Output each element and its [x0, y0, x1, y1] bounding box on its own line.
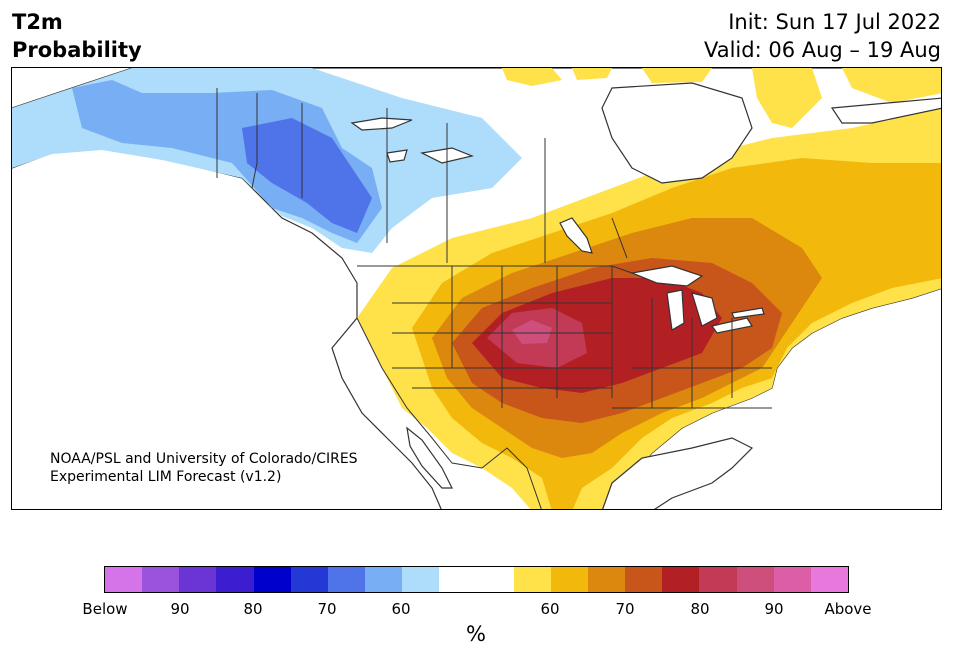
colorbar-segment	[736, 567, 774, 592]
colorbar-segment	[588, 567, 626, 592]
colorbar-tick-label: 70	[317, 600, 337, 618]
boundary-lines	[216, 88, 772, 509]
gulf-of-california	[406, 426, 453, 489]
colorbar-tick-label: 70	[615, 600, 635, 618]
colorbar-segment	[550, 567, 589, 592]
great-lakes	[629, 265, 765, 334]
colorbar-unit: %	[466, 622, 486, 646]
colorbar-tick-label: Below	[82, 600, 128, 618]
gulf-of-mexico	[602, 437, 754, 509]
colorbar-tick-label: 60	[540, 600, 560, 618]
title-metric: Probability	[12, 38, 142, 62]
colorbar-segment	[810, 567, 849, 592]
colorbar-tick-label: 80	[243, 600, 263, 618]
colorbar-segment	[105, 567, 143, 592]
init-date: Init: Sun 17 Jul 2022	[728, 10, 941, 34]
data-credit: NOAA/PSL and University of Colorado/CIRE…	[50, 450, 358, 486]
credit-line-2: Experimental LIM Forecast (v1.2)	[50, 469, 282, 485]
colorbar-tick-label: 90	[764, 600, 784, 618]
title-variable: T2m	[12, 10, 63, 34]
colorbar-segment	[253, 567, 291, 592]
lake-winnipeg	[559, 217, 593, 254]
colorbar-segment	[142, 567, 180, 592]
cold-80-region	[242, 118, 372, 233]
colorbar-segment	[662, 567, 700, 592]
colorbar-segment	[327, 567, 366, 592]
forecast-dates: Init: Sun 17 Jul 2022 Valid: 06 Aug – 19…	[704, 8, 941, 64]
colorbar-tick-label: 80	[690, 600, 710, 618]
colorbar-segment	[216, 567, 254, 592]
colorbar	[104, 566, 849, 593]
map-panel: NOAA/PSL and University of Colorado/CIRE…	[11, 67, 942, 510]
credit-line-1: NOAA/PSL and University of Colorado/CIRE…	[50, 451, 358, 467]
cold-70-region	[72, 80, 382, 243]
probability-map	[12, 68, 941, 509]
colorbar-segment	[773, 567, 811, 592]
canadian-lakes	[350, 117, 474, 164]
arctic-islands	[502, 68, 941, 128]
colorbar-segment	[179, 567, 217, 592]
colorbar-segment	[513, 567, 551, 592]
hudson-bay	[601, 82, 753, 184]
labrador-coast-water	[830, 97, 941, 124]
colorbar-segment	[402, 567, 440, 592]
colorbar-segment	[439, 567, 514, 592]
colorbar-segment	[625, 567, 663, 592]
colorbar-tick-label: 90	[170, 600, 190, 618]
colorbar-tick-label: Above	[824, 600, 872, 618]
valid-range: Valid: 06 Aug – 19 Aug	[703, 38, 941, 62]
colorbar-segment	[365, 567, 403, 592]
map-title: T2m Probability	[12, 8, 142, 64]
warm-90-region	[512, 320, 552, 344]
colorbar-tick-label: 60	[391, 600, 411, 618]
colorbar-segment	[290, 567, 328, 592]
colorbar-segment	[699, 567, 737, 592]
